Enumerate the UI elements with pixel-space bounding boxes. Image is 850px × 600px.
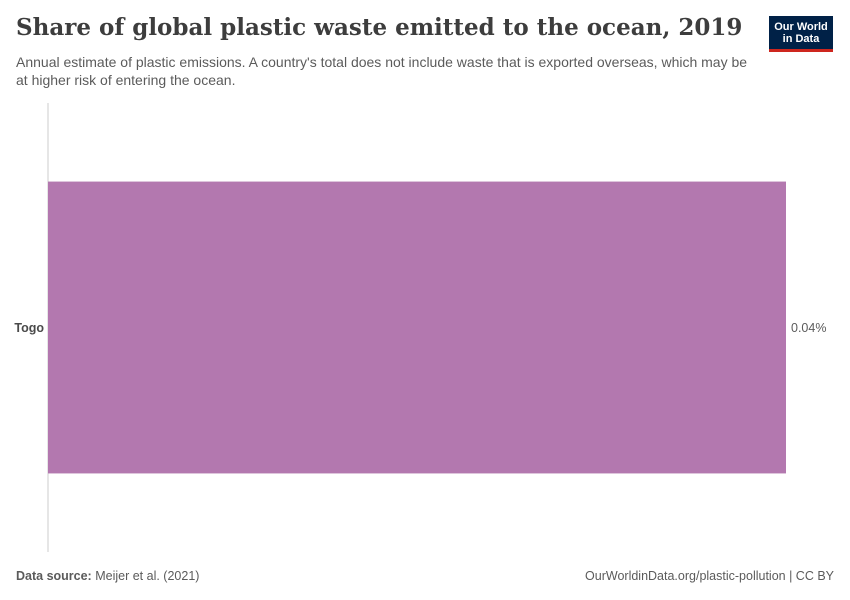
data-source-label: Data source: — [16, 569, 92, 583]
data-source-link[interactable]: Meijer et al. (2021) — [95, 569, 200, 583]
data-source: Data source: Meijer et al. (2021) — [16, 569, 199, 583]
owid-logo[interactable]: Our World in Data — [769, 16, 833, 52]
bar-togo[interactable] — [48, 181, 786, 474]
chart-url[interactable]: OurWorldinData.org/plastic-pollution | C… — [585, 569, 834, 583]
chart-title: Share of global plastic waste emitted to… — [16, 14, 743, 41]
logo-line-1: Our World — [774, 21, 828, 33]
chart-subtitle: Annual estimate of plastic emissions. A … — [16, 54, 748, 88]
category-label: Togo — [14, 321, 44, 335]
value-label: 0.04% — [791, 321, 826, 335]
logo-line-2: in Data — [782, 33, 820, 45]
